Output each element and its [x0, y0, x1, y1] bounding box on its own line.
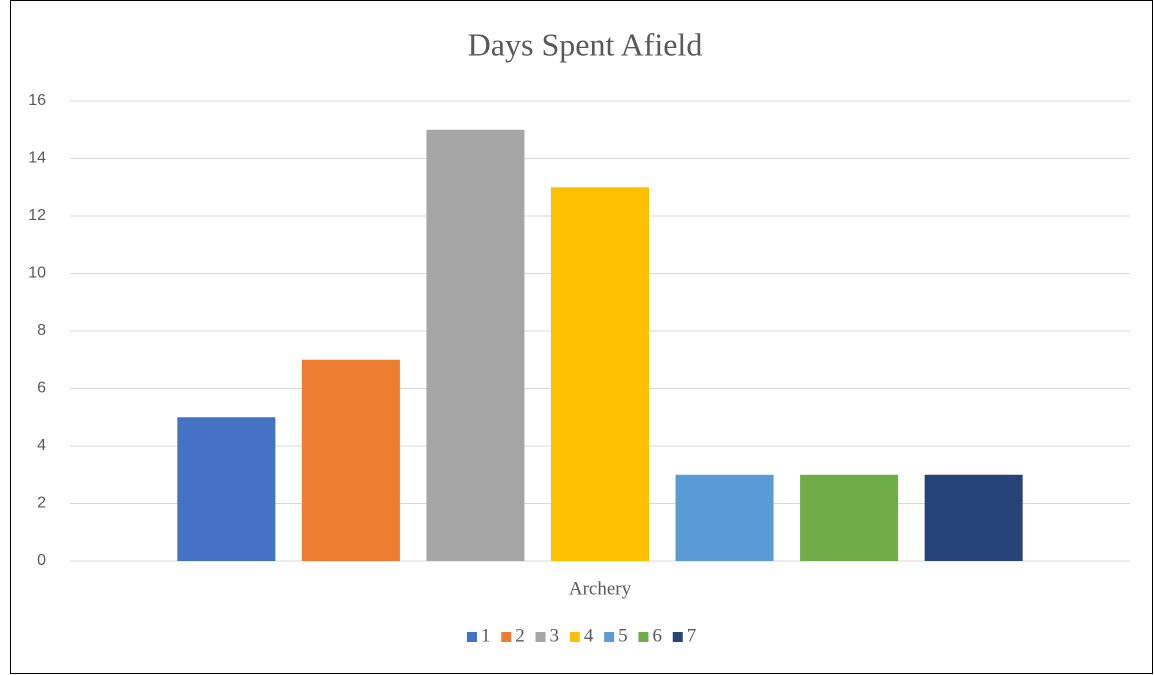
y-tick-label: 6 — [37, 380, 46, 397]
y-tick-label: 12 — [28, 207, 46, 224]
y-tick-label: 4 — [37, 437, 46, 454]
legend-label: 3 — [550, 625, 560, 646]
y-tick-label: 14 — [28, 150, 46, 167]
x-tick-label: Archery — [569, 578, 632, 599]
y-tick-label: 8 — [37, 322, 46, 339]
legend-swatch — [466, 632, 477, 642]
y-tick-label: 10 — [28, 265, 46, 282]
legend-swatch — [535, 632, 546, 642]
legend-label: 4 — [584, 625, 594, 646]
y-tick-label: 16 — [28, 92, 46, 109]
legend-swatch — [501, 632, 512, 642]
chart-title: Days Spent Afield — [468, 26, 703, 62]
legend-label: 7 — [687, 625, 697, 646]
bar — [301, 359, 400, 561]
legend-label: 6 — [652, 625, 662, 646]
legend-swatch — [604, 632, 615, 642]
bar — [550, 187, 650, 561]
bar — [426, 129, 525, 561]
y-tick-label: 0 — [37, 552, 46, 569]
bar — [177, 417, 276, 561]
legend-swatch — [638, 632, 649, 642]
bar — [924, 474, 1023, 561]
legend-swatch — [569, 632, 580, 642]
bar — [675, 474, 774, 561]
legend-label: 1 — [481, 625, 491, 646]
y-tick-label: 2 — [37, 495, 46, 512]
legend-label: 2 — [515, 625, 525, 646]
legend-swatch — [672, 632, 683, 642]
bar — [800, 474, 899, 561]
legend-label: 5 — [618, 625, 628, 646]
